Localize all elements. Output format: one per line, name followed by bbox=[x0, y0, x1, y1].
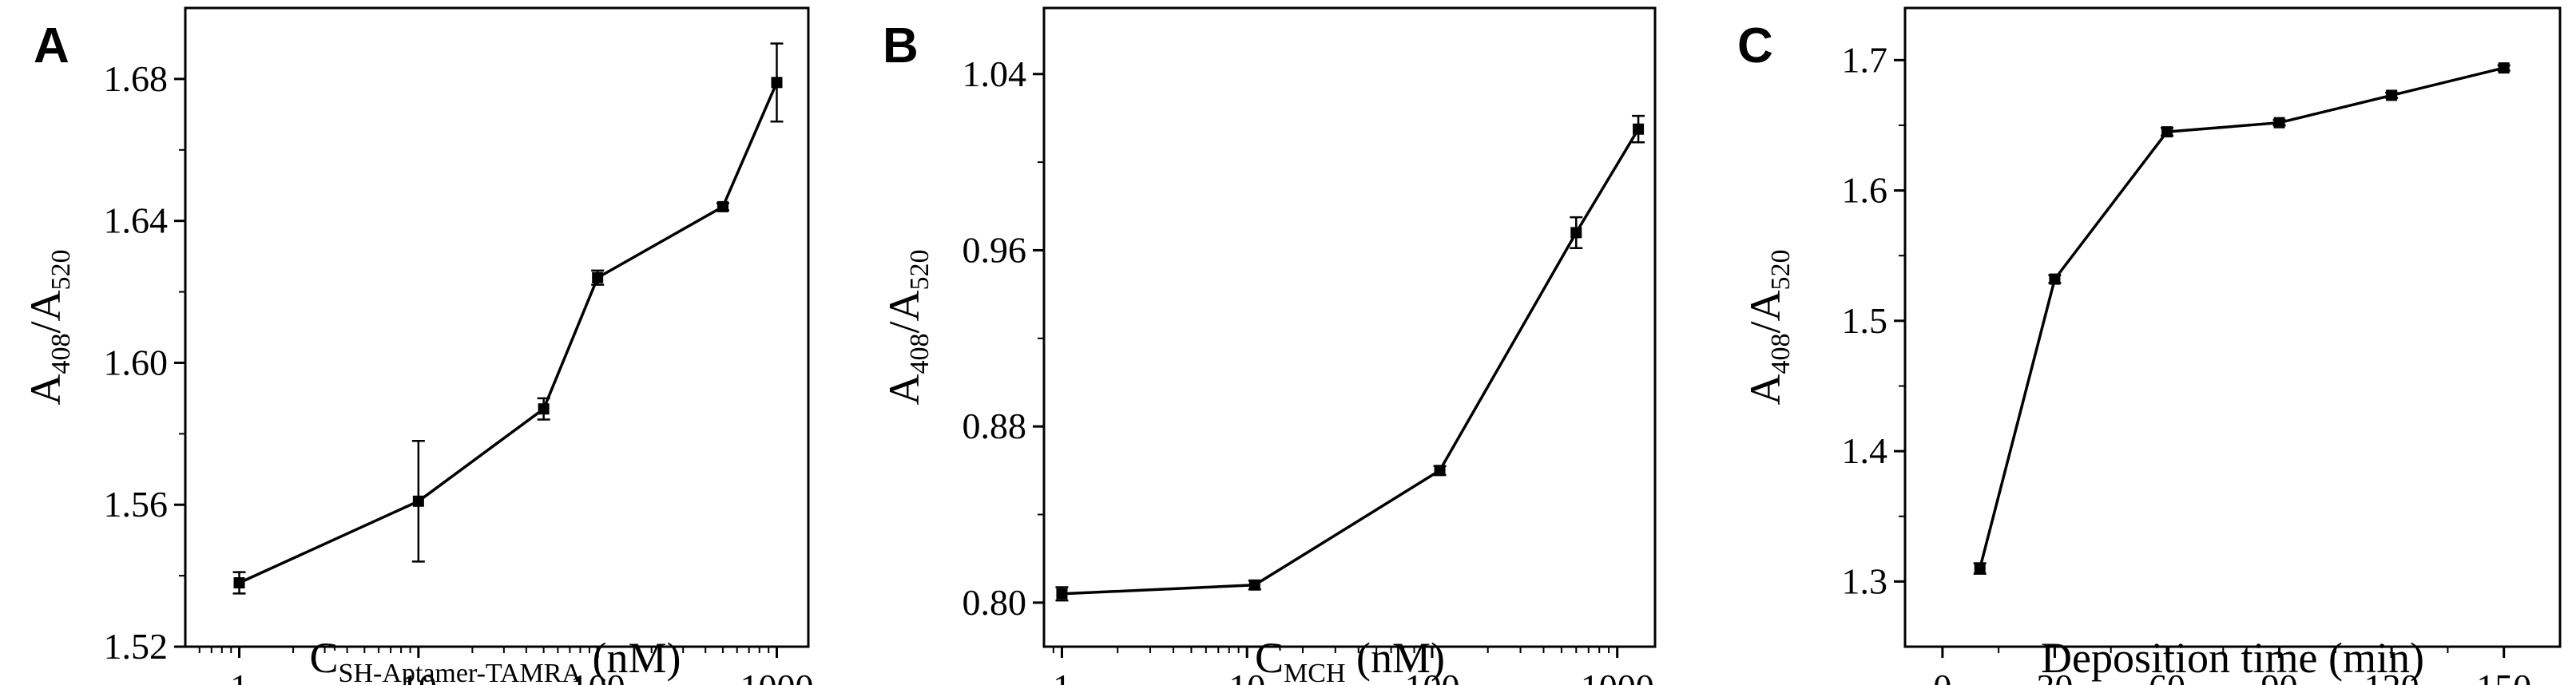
y-tick-label: 1.56 bbox=[104, 484, 169, 525]
x-tick-label: 1000 bbox=[1581, 667, 1654, 685]
panel-letter: C bbox=[1737, 18, 1773, 73]
y-tick-label: 1.04 bbox=[963, 53, 1027, 94]
y-label-sub: 520 bbox=[46, 250, 76, 291]
data-point bbox=[2273, 117, 2285, 129]
y-tick-label: 1.52 bbox=[104, 626, 169, 667]
series-line bbox=[1979, 66, 2505, 569]
panel-letter: B bbox=[883, 18, 919, 73]
data-point bbox=[2049, 273, 2061, 285]
y-label-sub: 408 bbox=[46, 334, 76, 374]
x-label-part: (nM) bbox=[581, 634, 681, 682]
data-point bbox=[2498, 62, 2510, 74]
data-point bbox=[1570, 227, 1582, 239]
panel-c: C 1.3 1.4 1.5 1.6 1.7 0 30 60 90 120 150 A408/A520 De… bbox=[1737, 6, 2562, 685]
data-point bbox=[716, 200, 728, 212]
y-label-sub: 520 bbox=[905, 250, 935, 291]
data-point bbox=[538, 403, 550, 415]
y-tick-label: 0.88 bbox=[963, 406, 1027, 446]
x-tick-label: 150 bbox=[2476, 667, 2531, 685]
data-point bbox=[1056, 588, 1068, 600]
y-label-sub: 408 bbox=[1766, 334, 1796, 374]
y-tick-label: 1.7 bbox=[1842, 39, 1888, 80]
data-point bbox=[1248, 579, 1260, 591]
y-tick-label: 1.5 bbox=[1842, 300, 1888, 341]
y-tick-label: 1.6 bbox=[1842, 170, 1888, 211]
y-tick-label: 1.64 bbox=[104, 200, 169, 241]
x-tick-label: 90 bbox=[2261, 667, 2298, 685]
data-point bbox=[233, 577, 245, 588]
data-point bbox=[592, 271, 604, 283]
y-label-part: /A bbox=[1741, 290, 1789, 333]
x-tick-label: 1000 bbox=[740, 667, 813, 685]
x-axis-label: Deposition time (min) bbox=[2041, 634, 2424, 682]
data-point bbox=[2386, 89, 2398, 101]
x-label-part: C bbox=[310, 634, 339, 682]
x-tick-label: 10 bbox=[400, 667, 437, 685]
y-axis-label: A408/A520 bbox=[880, 250, 935, 406]
x-tick-label: 100 bbox=[570, 667, 625, 685]
y-axis-label: A408/A520 bbox=[22, 250, 76, 406]
x-tick-label: 30 bbox=[2036, 667, 2073, 685]
series-line bbox=[1062, 128, 1640, 596]
data-point bbox=[2161, 126, 2173, 138]
x-tick-label: 10 bbox=[1228, 667, 1265, 685]
x-axis-label: CSH-Aptamer-TAMRA (nM) bbox=[310, 634, 681, 685]
data-point bbox=[771, 77, 783, 89]
x-tick-label: 1 bbox=[230, 667, 248, 685]
y-tick-label: 0.80 bbox=[963, 582, 1027, 623]
y-label-part: A bbox=[880, 374, 928, 406]
data-point bbox=[1434, 465, 1446, 477]
data-point bbox=[1974, 563, 1986, 575]
panel-b: B 0.80 0.88 0.96 1.04 1 10 100 1000 A408/A520 CMCH… bbox=[880, 6, 1657, 685]
plot-frame bbox=[1903, 6, 2562, 648]
y-label-part: A bbox=[1741, 374, 1789, 406]
x-tick-label: 0 bbox=[1933, 667, 1951, 685]
series-line bbox=[238, 81, 779, 584]
x-tick-label: 60 bbox=[2149, 667, 2185, 685]
x-tick-label: 100 bbox=[1404, 667, 1459, 685]
y-tick-label: 1.60 bbox=[104, 342, 169, 382]
data-point bbox=[412, 495, 424, 507]
panel-a: A1.521.561.601.641.681101001000A408/A520… bbox=[22, 6, 813, 685]
y-tick-label: 0.96 bbox=[963, 229, 1027, 270]
x-label-part: C bbox=[1255, 634, 1284, 682]
y-axis-label: A408/A520 bbox=[1741, 250, 1796, 406]
x-label-part: (nM) bbox=[1346, 634, 1445, 682]
y-label-part: /A bbox=[22, 290, 69, 333]
x-tick-label: 1 bbox=[1053, 667, 1071, 685]
y-tick-label: 1.3 bbox=[1842, 560, 1888, 601]
x-label-part: Deposition time (min) bbox=[2041, 634, 2424, 682]
y-label-sub: 408 bbox=[905, 334, 935, 374]
y-label-part: A bbox=[22, 374, 69, 406]
x-tick-label: 120 bbox=[2364, 667, 2419, 685]
y-label-sub: 520 bbox=[1766, 250, 1796, 291]
data-point bbox=[1633, 123, 1645, 135]
plot-frame bbox=[184, 6, 810, 648]
y-tick-label: 1.68 bbox=[104, 58, 169, 99]
y-tick-label: 1.4 bbox=[1842, 430, 1888, 471]
x-label-sub: SH-Aptamer-TAMRA bbox=[339, 659, 582, 685]
y-label-part: /A bbox=[880, 290, 928, 333]
x-axis-label: CMCH (nM) bbox=[1255, 634, 1445, 685]
plot-frame bbox=[1042, 6, 1657, 648]
x-label-sub: MCH bbox=[1284, 659, 1345, 685]
panel-letter: A bbox=[34, 18, 69, 73]
